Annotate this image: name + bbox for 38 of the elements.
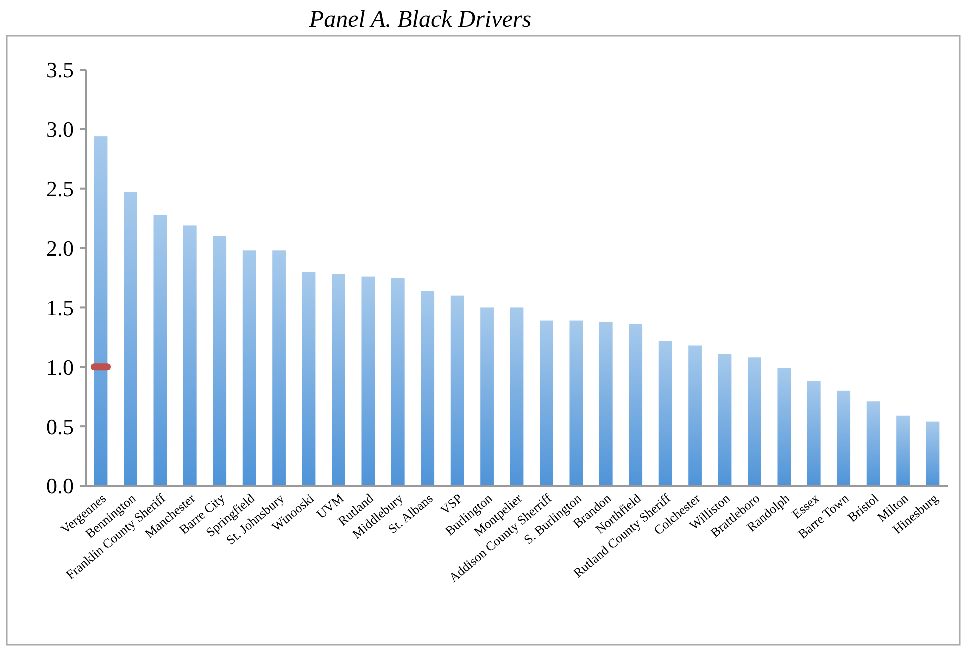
bar	[896, 416, 910, 486]
y-tick-label: 2.5	[46, 176, 74, 202]
y-tick-label: 1.0	[46, 354, 74, 380]
bar	[540, 320, 554, 486]
bar	[570, 320, 584, 486]
y-tick-label: 2.0	[46, 236, 74, 261]
bar	[302, 272, 316, 486]
y-tick-label: 3.0	[46, 117, 74, 142]
bar	[332, 274, 346, 486]
bar	[629, 324, 643, 486]
y-tick-label: 1.5	[46, 295, 74, 320]
bar	[837, 390, 851, 486]
bar	[421, 291, 435, 486]
bar	[242, 250, 256, 486]
bar	[362, 276, 376, 486]
bar	[94, 136, 108, 486]
bar	[807, 381, 821, 486]
bar	[480, 308, 494, 486]
bar	[124, 192, 138, 486]
bar	[748, 358, 762, 486]
bar	[213, 236, 227, 486]
bar	[154, 215, 168, 486]
bar	[183, 226, 197, 486]
bar	[778, 368, 792, 486]
chart-title: Panel A. Black Drivers	[308, 7, 532, 33]
bar	[599, 322, 613, 486]
y-tick-label: 3.5	[46, 58, 74, 83]
bar	[391, 278, 405, 486]
bar	[510, 308, 524, 486]
bar	[658, 340, 672, 486]
bar	[718, 354, 732, 486]
y-tick-label: 0.0	[46, 474, 74, 499]
bar	[866, 402, 880, 486]
bar	[450, 296, 464, 486]
bar	[272, 250, 286, 486]
bar	[688, 346, 702, 486]
y-tick-label: 0.5	[46, 414, 74, 440]
bar	[926, 422, 940, 486]
